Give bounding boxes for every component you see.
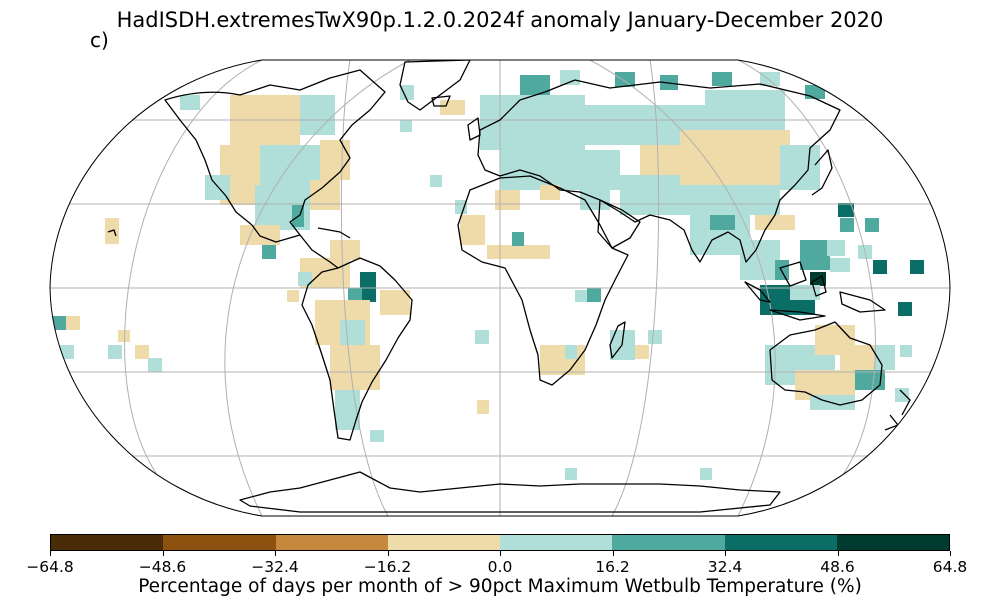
cells-africa: [475, 232, 662, 414]
colorbar-segment: [612, 535, 725, 550]
colorbar-tick-label: 32.4: [707, 558, 743, 576]
colorbar-tickmark: [950, 551, 951, 556]
colorbar-tickmark: [162, 551, 164, 556]
map-border: [49, 59, 951, 517]
colorbar-tickmark: [725, 551, 726, 556]
cells-southeast-asia: [740, 203, 924, 316]
colorbar-segment: [275, 535, 388, 550]
colorbar-tickmark: [275, 551, 276, 556]
colorbar-segment: [51, 535, 164, 550]
colorbar-tick-label: 48.6: [820, 558, 855, 576]
coastlines: [107, 60, 911, 513]
colorbar: [50, 534, 950, 551]
colorbar-segment: [387, 535, 500, 550]
colorbar-tickmark: [500, 551, 501, 556]
graticule: [50, 60, 950, 516]
colorbar-tickmark: [387, 551, 389, 556]
map-title: HadISDH.extremesTwX90p.1.2.0.2024f anoma…: [116, 8, 884, 32]
cells-south-america: [287, 258, 410, 442]
colorbar-tick-label: −64.8: [26, 558, 74, 576]
colorbar-segment: [163, 535, 276, 550]
colorbar-label: Percentage of days per month of > 90pct …: [138, 576, 862, 597]
colorbar-tickmark: [612, 551, 614, 556]
panel-label: c): [90, 28, 109, 52]
colorbar-tick-label: 64.8: [932, 558, 968, 576]
colorbar-tickmark: [837, 551, 839, 556]
anomaly-cells: [52, 70, 924, 480]
colorbar-tick-label: 0.0: [487, 558, 513, 576]
colorbar-tick-label: −16.2: [363, 558, 412, 576]
colorbar-tickmark: [50, 551, 51, 556]
cells-islands: [52, 316, 712, 480]
colorbar-tick-label: −48.6: [138, 558, 187, 576]
colorbar-tick-label: −32.4: [251, 558, 299, 576]
colorbar-segment: [724, 535, 837, 550]
colorbar-segment: [500, 535, 613, 550]
colorbar-segment: [836, 535, 949, 550]
cells-eurasia: [455, 70, 825, 255]
colorbar-tick-label: 16.2: [595, 558, 630, 576]
world-map: [49, 59, 951, 517]
